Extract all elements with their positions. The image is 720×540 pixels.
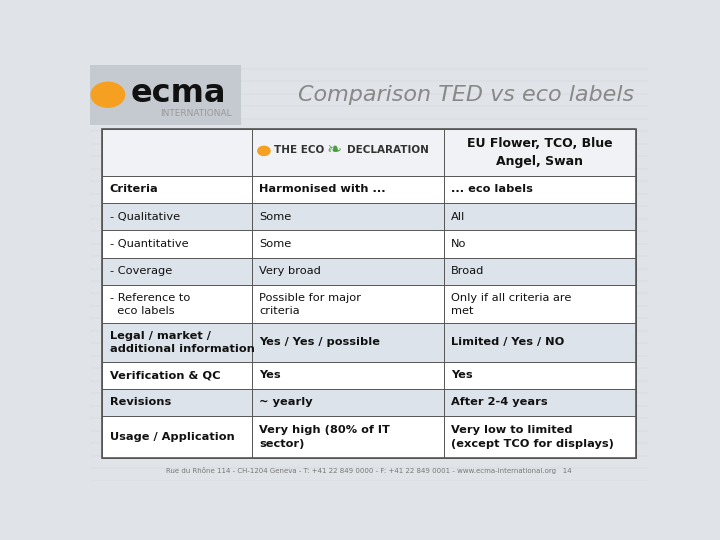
FancyBboxPatch shape [90,65,240,125]
Text: Criteria: Criteria [109,185,158,194]
FancyBboxPatch shape [102,203,636,231]
Text: ecma: ecma [130,78,225,110]
Text: Very broad: Very broad [259,266,321,276]
Text: EU Flower, TCO, Blue
Angel, Swan: EU Flower, TCO, Blue Angel, Swan [467,137,613,168]
Text: - Coverage: - Coverage [109,266,172,276]
FancyBboxPatch shape [102,389,636,416]
Text: Very high (80% of IT
sector): Very high (80% of IT sector) [259,426,390,449]
Text: Harmonised with ...: Harmonised with ... [259,185,385,194]
Text: Some: Some [259,212,291,222]
FancyBboxPatch shape [102,258,636,285]
FancyBboxPatch shape [102,323,636,362]
Text: Some: Some [259,239,291,249]
FancyBboxPatch shape [102,416,636,458]
Text: No: No [451,239,467,249]
Text: Usage / Application: Usage / Application [109,432,234,442]
Text: DECLARATION: DECLARATION [346,145,428,154]
Text: All: All [451,212,465,222]
Circle shape [91,82,125,107]
Text: THE ECO: THE ECO [274,145,324,154]
Text: Very low to limited
(except TCO for displays): Very low to limited (except TCO for disp… [451,426,614,449]
FancyBboxPatch shape [102,285,636,323]
Text: Yes / Yes / possible: Yes / Yes / possible [259,338,380,347]
Circle shape [258,146,270,156]
Text: After 2-4 years: After 2-4 years [451,397,548,408]
Text: - Reference to
  eco labels: - Reference to eco labels [109,293,190,316]
Text: ❧: ❧ [327,140,342,159]
Text: Broad: Broad [451,266,485,276]
FancyBboxPatch shape [102,129,636,176]
FancyBboxPatch shape [102,362,636,389]
FancyBboxPatch shape [102,176,636,203]
Text: Only if all criteria are
met: Only if all criteria are met [451,293,571,316]
Text: INTERNATIONAL: INTERNATIONAL [160,110,231,118]
Text: Legal / market /
additional information: Legal / market / additional information [109,331,254,354]
Text: Yes: Yes [259,370,281,380]
FancyBboxPatch shape [102,231,636,258]
Text: Verification & QC: Verification & QC [109,370,220,380]
Text: Revisions: Revisions [109,397,171,408]
Text: Comparison TED vs eco labels: Comparison TED vs eco labels [298,85,634,105]
Text: Limited / Yes / NO: Limited / Yes / NO [451,338,564,347]
Text: Rue du Rhône 114 - CH-1204 Geneva - T: +41 22 849 0000 - F: +41 22 849 0001 - ww: Rue du Rhône 114 - CH-1204 Geneva - T: +… [166,467,572,474]
Text: ... eco labels: ... eco labels [451,185,533,194]
Text: ~ yearly: ~ yearly [259,397,312,408]
Text: Possible for major
criteria: Possible for major criteria [259,293,361,316]
Text: - Quantitative: - Quantitative [109,239,188,249]
Text: - Qualitative: - Qualitative [109,212,180,222]
Text: Yes: Yes [451,370,472,380]
